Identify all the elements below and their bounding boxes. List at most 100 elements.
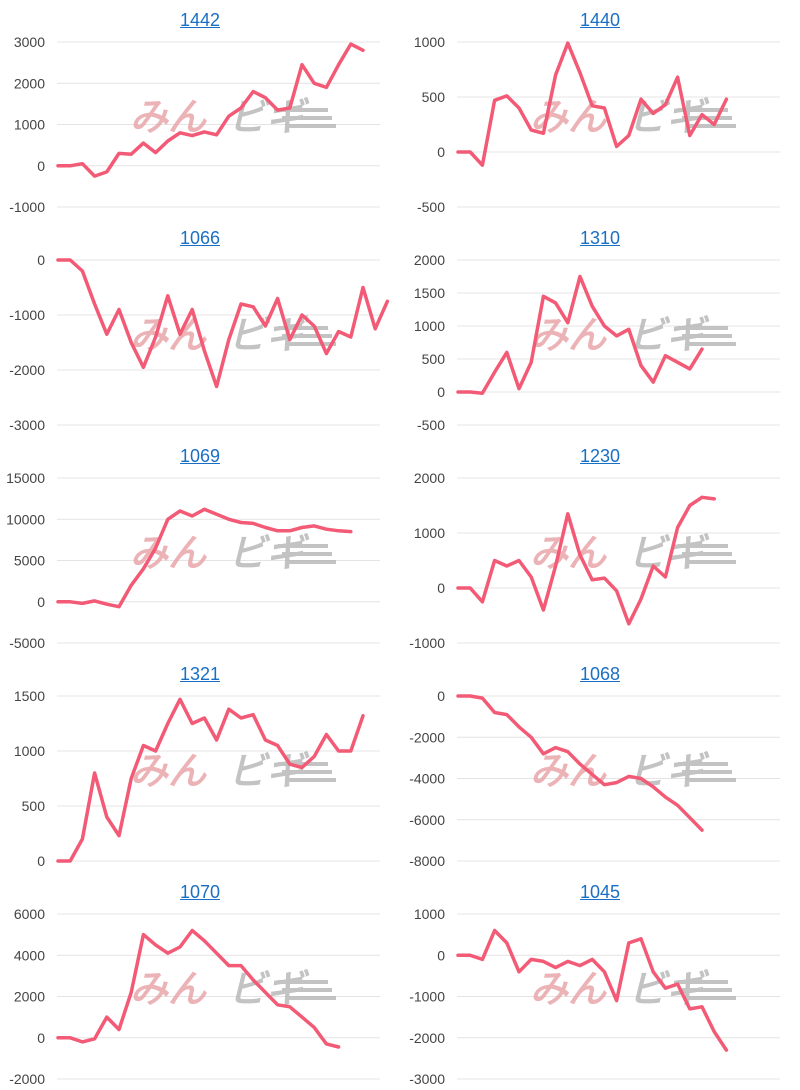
watermark-speed-line	[682, 334, 732, 338]
watermark-speed-line	[686, 342, 736, 346]
watermark-logo: みんビギ	[530, 749, 736, 793]
watermark-text-a: みん	[130, 95, 207, 139]
y-tick-label: -1000	[9, 199, 45, 215]
y-tick-label: 0	[37, 1030, 45, 1046]
y-tick-label: 500	[422, 89, 446, 105]
watermark-speed-line	[682, 988, 732, 992]
y-tick-label: 15000	[6, 470, 45, 486]
watermark-logo: みんビギ	[130, 967, 336, 1011]
y-tick-label: 500	[22, 798, 46, 814]
watermark-speed-line	[682, 770, 732, 774]
y-tick-label: -2000	[409, 729, 445, 745]
watermark-speed-line	[286, 996, 336, 1000]
y-tick-label: 10000	[6, 511, 45, 527]
chart-title-link[interactable]: 1045	[400, 882, 800, 903]
watermark-speed-line	[282, 770, 332, 774]
chart-title-link[interactable]: 1440	[400, 10, 800, 31]
y-tick-label: 1500	[414, 285, 445, 301]
chart-svg: 1000 0 -1000 -2000 -3000 みんビギ	[400, 872, 800, 1090]
chart-title-link[interactable]: 1442	[0, 10, 400, 31]
watermark-text-a: みん	[530, 967, 607, 1011]
watermark-speed-line	[286, 778, 336, 782]
y-tick-label: 0	[437, 688, 445, 704]
y-tick-label: 0	[437, 384, 445, 400]
y-tick-label: -8000	[409, 853, 445, 869]
watermark-speed-line	[278, 544, 328, 548]
watermark-speed-line	[286, 560, 336, 564]
y-tick-label: 1000	[14, 743, 45, 759]
watermark-logo: みんビギ	[130, 95, 336, 139]
watermark-speed-line	[286, 342, 336, 346]
y-tick-label: -2000	[409, 1030, 445, 1046]
y-tick-label: 3000	[14, 34, 45, 50]
watermark-text-a: みん	[130, 749, 207, 793]
chart-title-link[interactable]: 1066	[0, 228, 400, 249]
chart-svg: 200010000-1000みんビギ	[400, 436, 800, 654]
y-tick-label: 2000	[414, 470, 445, 486]
y-tick-label: 1000	[414, 318, 445, 334]
y-tick-label: 4000	[14, 947, 45, 963]
chart-svg: 2000150010005000-500みんビギ	[400, 218, 800, 436]
chart-panel: 6000 4000 2000 0 -2000 みんビギ 1070	[0, 872, 400, 1090]
chart-title-link[interactable]: 1068	[400, 664, 800, 685]
watermark-logo: みんビギ	[530, 967, 736, 1011]
watermark-speed-line	[678, 544, 728, 548]
watermark-speed-line	[278, 980, 328, 984]
watermark-speed-line	[686, 996, 736, 1000]
y-tick-label: 2000	[14, 75, 45, 91]
y-tick-label: 2000	[414, 252, 445, 268]
y-tick-label: 500	[422, 351, 446, 367]
watermark-text-a: みん	[130, 967, 207, 1011]
y-tick-label: 0	[37, 252, 45, 268]
y-tick-label: -2000	[9, 1071, 45, 1087]
y-tick-label: 0	[437, 947, 445, 963]
y-tick-label: 0	[437, 144, 445, 160]
y-tick-label: 1500	[14, 688, 45, 704]
watermark-text-a: みん	[530, 531, 607, 575]
chart-svg: 1500 1000 500 0 みんビギ	[0, 654, 400, 872]
chart-title-link[interactable]: 1069	[0, 446, 400, 467]
chart-panel: 0 -2000 -4000 -6000 -8000 みんビギ 1068	[400, 654, 800, 872]
y-tick-label: 1000	[414, 34, 445, 50]
y-tick-label: 1000	[414, 525, 445, 541]
y-tick-label: -4000	[409, 771, 445, 787]
y-tick-label: -5000	[9, 635, 45, 651]
y-tick-label: 0	[37, 853, 45, 869]
chart-title-link[interactable]: 1230	[400, 446, 800, 467]
y-tick-label: -1000	[409, 635, 445, 651]
chart-panel: 1000 0 -1000 -2000 -3000 みんビギ 1045	[400, 872, 800, 1090]
y-tick-label: -500	[417, 417, 445, 433]
y-tick-label: 0	[37, 158, 45, 174]
y-tick-label: -1000	[409, 989, 445, 1005]
y-tick-label: -3000	[409, 1071, 445, 1087]
y-tick-label: -1000	[9, 307, 45, 323]
chart-title-link[interactable]: 1321	[0, 664, 400, 685]
watermark-logo: みんビギ	[130, 749, 336, 793]
chart-svg: 6000 4000 2000 0 -2000 みんビギ	[0, 872, 400, 1090]
watermark-speed-line	[678, 762, 728, 766]
y-tick-label: -6000	[409, 812, 445, 828]
watermark-speed-line	[282, 116, 332, 120]
chart-svg: 150001000050000-5000みんビギ	[0, 436, 400, 654]
series-line	[58, 260, 387, 387]
y-tick-label: 5000	[14, 553, 45, 569]
chart-panel: 1500 1000 500 0 みんビギ 1321	[0, 654, 400, 872]
y-tick-label: 0	[37, 594, 45, 610]
y-tick-label: 1000	[414, 906, 445, 922]
chart-title-link[interactable]: 1070	[0, 882, 400, 903]
watermark-speed-line	[286, 124, 336, 128]
y-tick-label: 0	[437, 580, 445, 596]
chart-title-link[interactable]: 1310	[400, 228, 800, 249]
y-tick-label: 6000	[14, 906, 45, 922]
watermark-speed-line	[282, 552, 332, 556]
watermark-speed-line	[282, 988, 332, 992]
chart-svg: 0-1000-2000-3000みんビギ	[0, 218, 400, 436]
y-tick-label: 2000	[14, 989, 45, 1005]
watermark-speed-line	[678, 326, 728, 330]
chart-svg: 0 -2000 -4000 -6000 -8000 みんビギ	[400, 654, 800, 872]
watermark-text-a: みん	[530, 749, 607, 793]
